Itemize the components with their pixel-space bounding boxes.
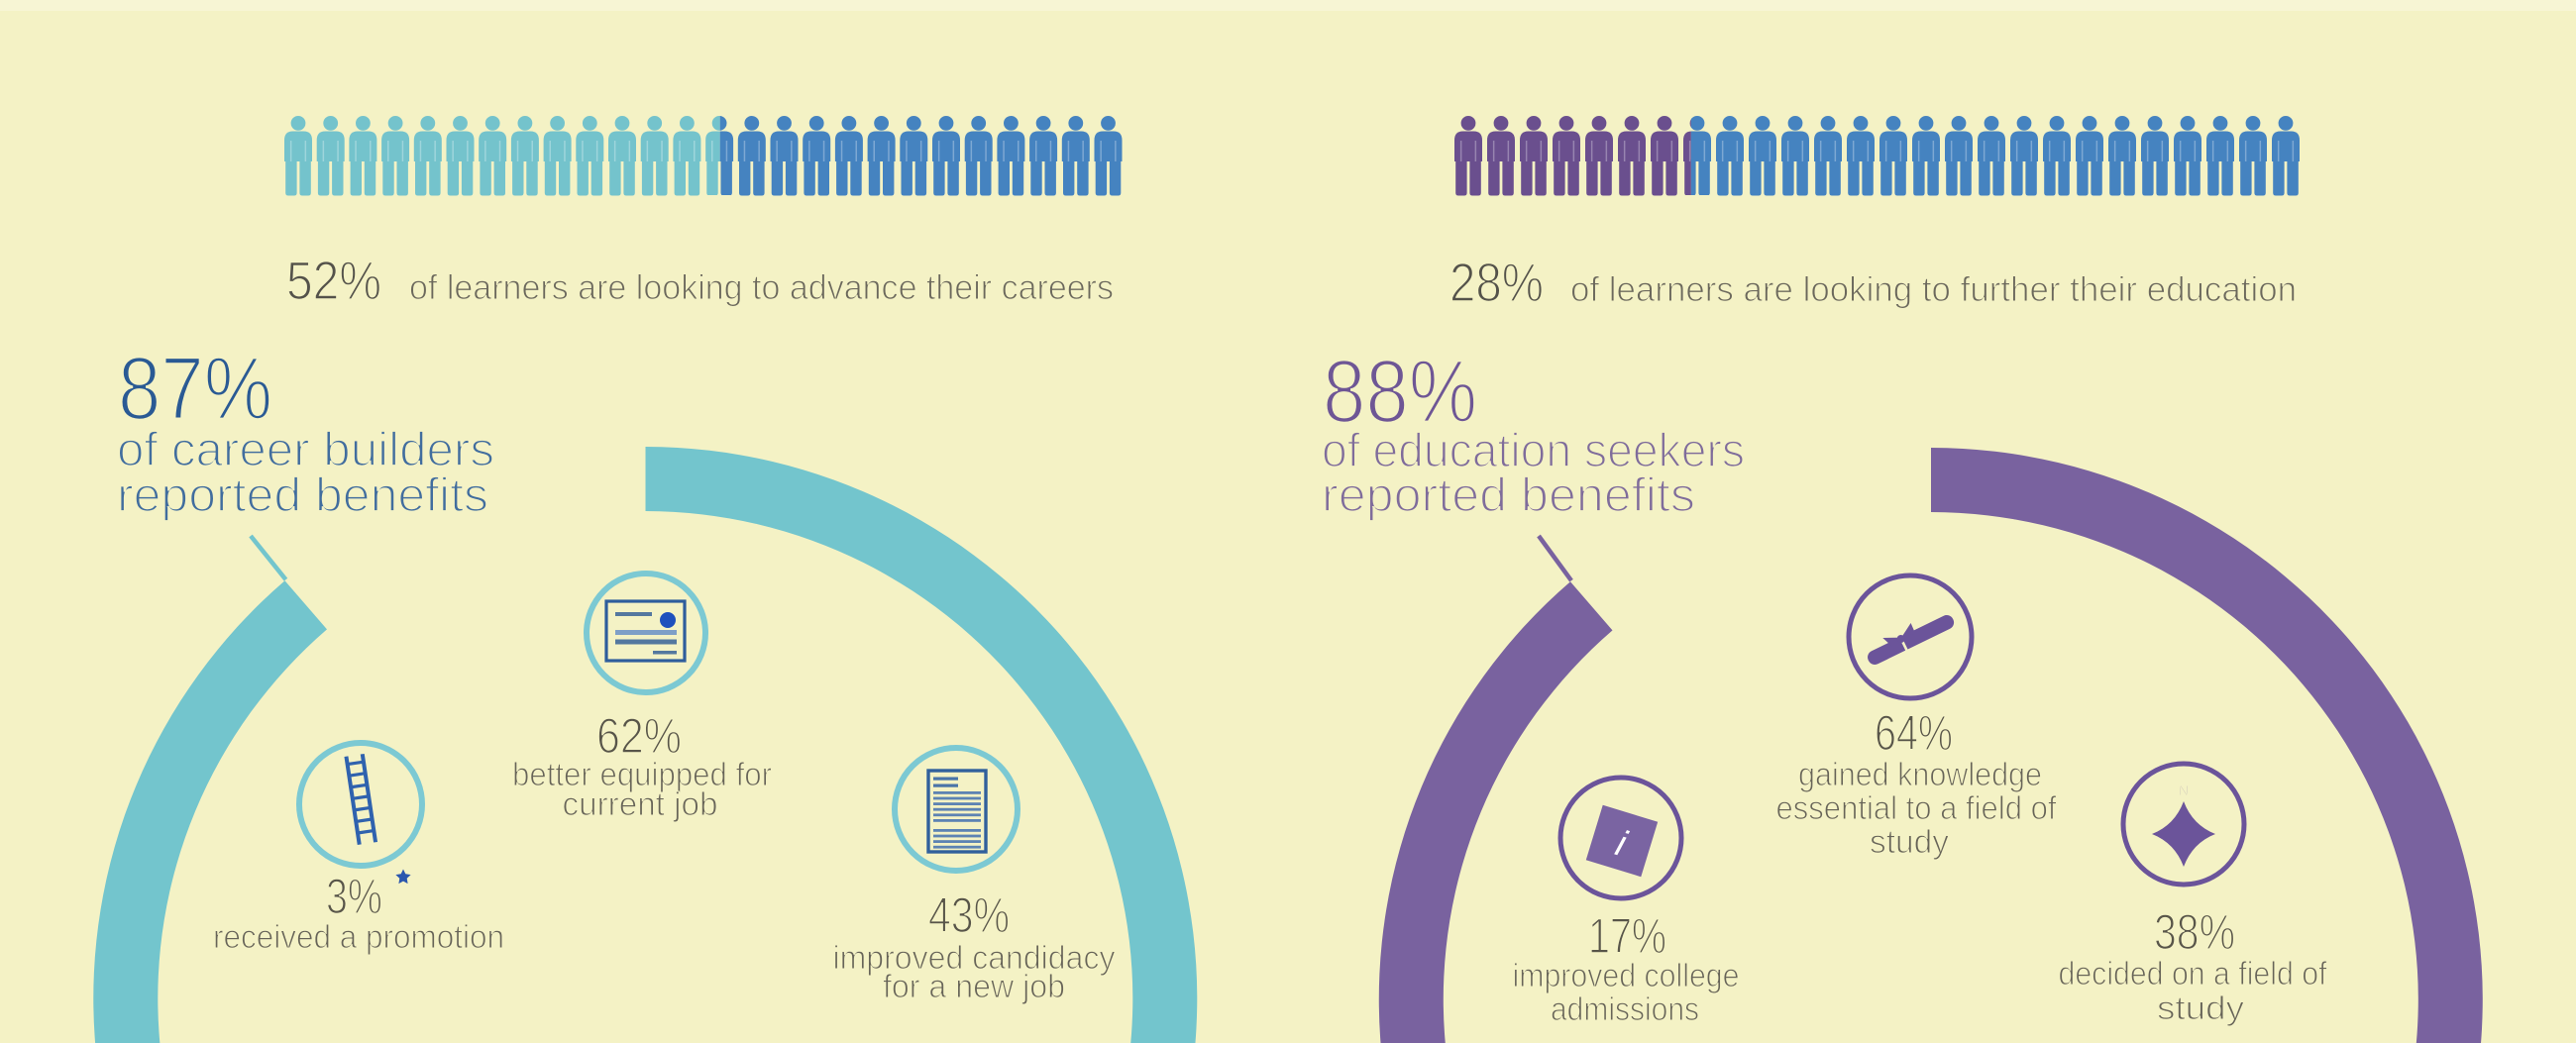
svg-text:of career builders: of career builders [117, 424, 494, 476]
svg-text:decided on a field of: decided on a field of [2059, 955, 2328, 991]
svg-text:88%: 88% [1323, 343, 1477, 442]
svg-text:43%: 43% [928, 887, 1010, 943]
svg-text:reported benefits: reported benefits [117, 469, 488, 522]
svg-text:38%: 38% [2154, 904, 2235, 960]
svg-text:study: study [2157, 990, 2245, 1026]
svg-text:gained knowledge: gained knowledge [1798, 756, 2042, 792]
svg-text:improved candidacy: improved candidacy [833, 939, 1116, 976]
svg-text:of learners are looking to fur: of learners are looking to further their… [1570, 270, 2297, 309]
svg-text:better equipped for: better equipped for [512, 756, 772, 792]
svg-text:3%: 3% [326, 869, 382, 924]
svg-text:87%: 87% [118, 340, 272, 439]
svg-text:improved college: improved college [1513, 957, 1740, 993]
svg-text:of education seekers: of education seekers [1322, 425, 1745, 477]
svg-text:28%: 28% [1449, 252, 1544, 313]
svg-text:17%: 17% [1588, 908, 1666, 964]
svg-text:admissions: admissions [1551, 991, 1699, 1027]
svg-text:current job: current job [563, 785, 718, 822]
svg-text:essential to a field of: essential to a field of [1776, 789, 2058, 826]
svg-text:reported benefits: reported benefits [1322, 469, 1695, 522]
svg-text:received a promotion: received a promotion [213, 918, 504, 955]
svg-text:for a new job: for a new job [883, 968, 1065, 1004]
svg-text:62%: 62% [596, 708, 682, 764]
svg-text:of learners are looking to adv: of learners are looking to advance their… [409, 268, 1114, 307]
svg-text:N: N [2179, 782, 2190, 799]
svg-text:52%: 52% [286, 250, 381, 311]
svg-text:study: study [1870, 823, 1950, 860]
svg-text:64%: 64% [1875, 705, 1953, 761]
